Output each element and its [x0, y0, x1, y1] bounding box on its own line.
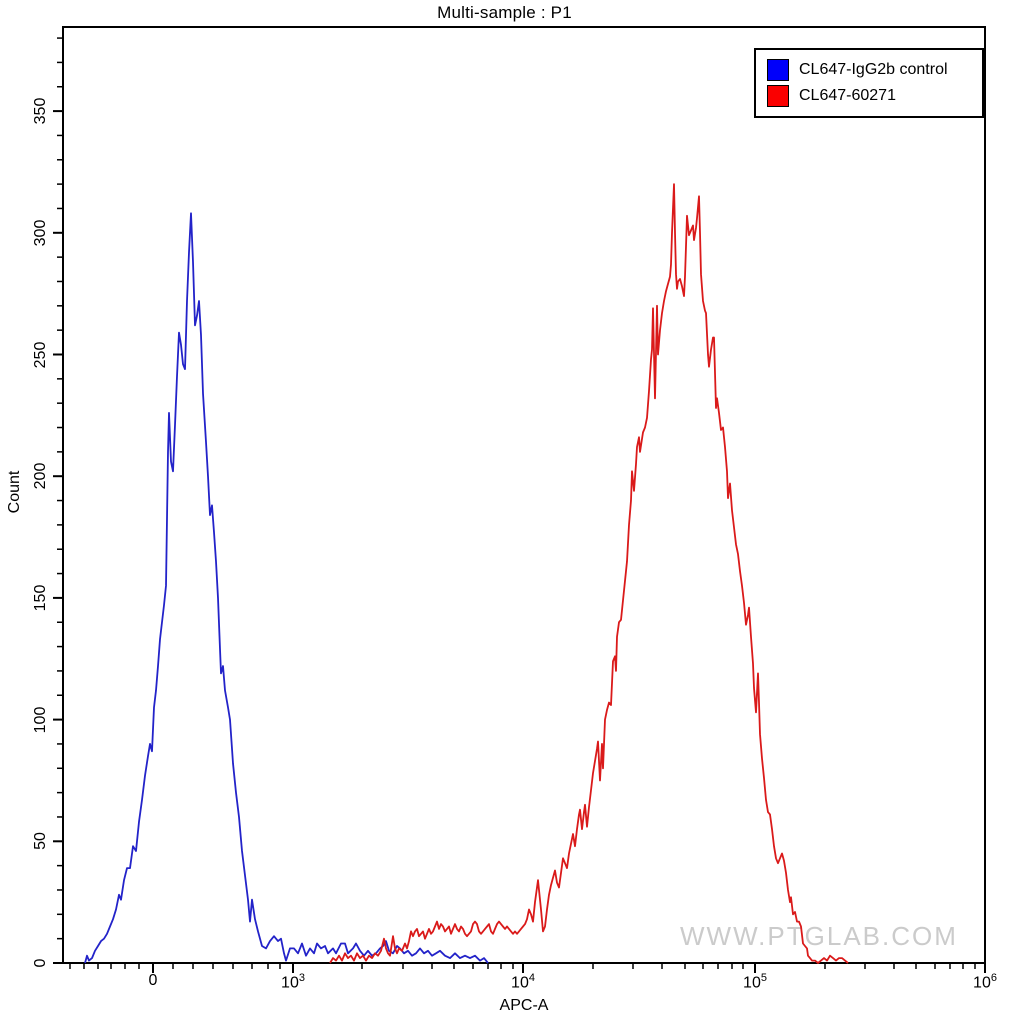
y-tick-label: 350	[32, 97, 49, 125]
x-tick-label: 104	[511, 972, 535, 992]
chart-title: Multi-sample : P1	[437, 3, 572, 22]
legend-box: CL647-IgG2b control CL647-60271	[754, 48, 984, 118]
legend-swatch-icon	[767, 59, 789, 81]
y-tick-label: 250	[32, 341, 49, 368]
x-tick-label: 0	[148, 972, 158, 989]
legend-swatch-icon	[767, 85, 789, 107]
histogram-curve-sample	[329, 183, 849, 964]
legend-label: CL647-IgG2b control	[799, 61, 948, 78]
x-tick-label: 105	[743, 972, 767, 992]
y-tick-label: 0	[32, 958, 49, 968]
histogram-curve-control	[84, 212, 489, 964]
y-axis-label: Count	[6, 470, 23, 514]
x-axis-label: APC-A	[499, 997, 549, 1014]
y-tick-label: 200	[32, 462, 49, 490]
y-tick-label: 50	[32, 832, 49, 851]
legend-label: CL647-60271	[799, 87, 896, 104]
plot-border	[62, 26, 986, 964]
y-tick-label: 100	[32, 706, 49, 733]
x-tick-label: 103	[281, 972, 305, 992]
y-tick-label: 300	[32, 219, 49, 247]
y-tick-label: 150	[32, 584, 49, 612]
x-tick-label: 106	[973, 972, 997, 992]
legend-row: CL647-IgG2b control	[767, 57, 982, 83]
legend-row: CL647-60271	[767, 83, 982, 109]
watermark-text: WWW.PTGLAB.COM	[680, 921, 958, 951]
